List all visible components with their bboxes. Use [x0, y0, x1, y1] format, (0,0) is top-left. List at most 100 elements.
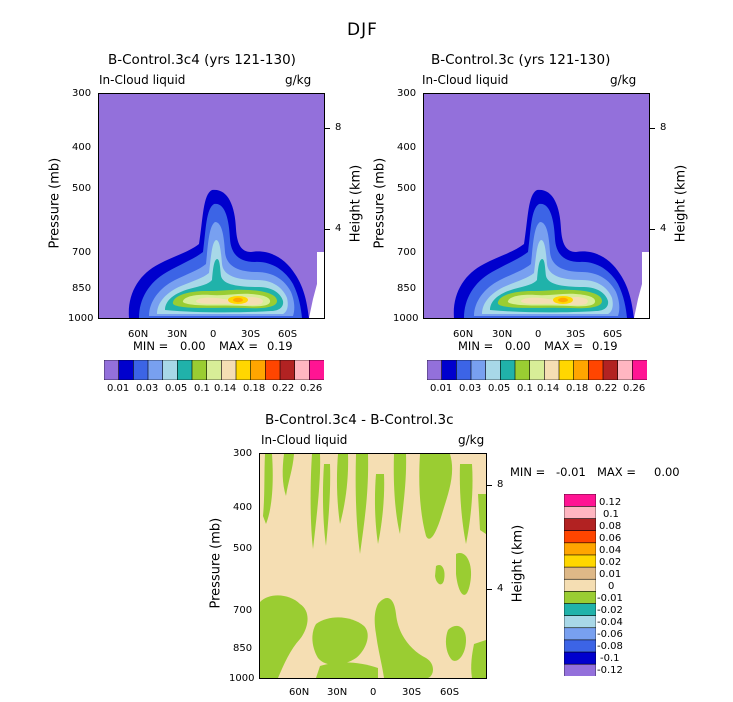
panel2-cbar-label-4: 0.14 — [537, 383, 560, 394]
panel2-ytick-500: 500 — [397, 183, 417, 194]
panel2-y2label: Height (km) — [673, 164, 689, 243]
panel2-colorbar-swatch-2 — [456, 360, 472, 380]
panel1-colorbar-swatch-4 — [162, 360, 178, 380]
panel3-colorbar-swatch-0 — [564, 663, 596, 676]
panel3-colorbar-swatch-10 — [564, 542, 596, 556]
panel2-y2-tickmark-4 — [650, 229, 655, 230]
panel3-colorbar-swatch-7 — [564, 578, 596, 592]
panel1-cbar-label-0: 0.01 — [107, 383, 130, 394]
panel3-ytick-1000: 1000 — [229, 673, 255, 684]
panel3-neg-patch-12 — [478, 494, 486, 534]
panel3-neg-patch-8 — [393, 454, 407, 534]
panel3-cbar-label-10: -0.04 — [597, 617, 623, 628]
panel2-cbar-label-3: 0.1 — [517, 383, 533, 394]
panel1-colorbar-swatch-1 — [118, 360, 134, 380]
panel3-colorbar-swatch-13 — [564, 505, 596, 519]
panel1-plot-area — [98, 93, 325, 319]
panel1-y2-tickmark-8 — [325, 128, 330, 129]
panel3-xtick-30s: 30S — [402, 687, 422, 698]
panel3-cbar-label-8: -0.01 — [597, 593, 623, 604]
panel2-min-label: MIN = — [458, 339, 494, 353]
panel1-colorbar-swatch-7 — [206, 360, 222, 380]
panel2-colorbar-swatch-14 — [632, 360, 647, 380]
panel3-cbar-label-12: -0.08 — [597, 641, 623, 652]
panel1-cbar-label-1: 0.03 — [136, 383, 159, 394]
panel1-ytick-300: 300 — [72, 88, 92, 99]
panel2-colorbar-swatch-9 — [558, 360, 575, 380]
panel1-units: g/kg — [285, 73, 312, 87]
panel3-ytick-300: 300 — [233, 448, 253, 459]
panel1-colorbar-swatch-9 — [235, 360, 252, 380]
panel1-variable: In-Cloud liquid — [99, 73, 186, 87]
panel1-min-label: MIN = — [133, 339, 169, 353]
panel2-missing-region — [634, 252, 649, 318]
panel1-cbar-label-7: 0.26 — [300, 383, 323, 394]
panel1-colorbar-swatch-0 — [104, 360, 120, 380]
panel2-ytick-1000: 1000 — [393, 313, 419, 324]
panel1-colorbar-swatch-6 — [191, 360, 208, 380]
panel2-colorbar-swatch-12 — [602, 360, 619, 380]
panel1-contour-svg — [99, 94, 324, 318]
panel3-min-label: MIN = — [510, 465, 546, 479]
panel1-ylabel: Pressure (mb) — [47, 157, 63, 249]
panel2-ytick-300: 300 — [397, 88, 417, 99]
panel3-neg-patch-2 — [282, 454, 294, 496]
panel2-field-lvl11 — [558, 297, 568, 303]
panel2-colorbar — [427, 360, 647, 380]
panel2-xtick-60s: 60S — [603, 329, 623, 340]
panel3-max-value: 0.00 — [654, 465, 680, 479]
panel3-variable: In-Cloud liquid — [261, 433, 348, 447]
panel2-y2tick-8: 8 — [660, 122, 667, 133]
panel3-cbar-label-4: 0.04 — [599, 545, 622, 556]
panel1-colorbar-swatch-5 — [177, 360, 193, 380]
panel2-cbar-label-1: 0.03 — [459, 383, 482, 394]
panel3-neg-patch-4 — [322, 464, 331, 546]
panel1-missing-region — [309, 252, 324, 318]
panel3-neg-patch-5 — [336, 454, 349, 524]
panel1-colorbar-swatch-2 — [133, 360, 149, 380]
panel2-colorbar-swatch-5 — [500, 360, 516, 380]
panel2-y2-tickmark-8 — [650, 128, 655, 129]
panel3-cbar-label-9: -0.02 — [597, 605, 623, 616]
panel3-xtick-0: 0 — [370, 687, 377, 698]
panel1-y2label: Height (km) — [348, 164, 364, 243]
panel3-neg-patch-10 — [459, 464, 473, 544]
panel3-xtick-60n: 60N — [289, 687, 310, 698]
panel2-colorbar-swatch-4 — [485, 360, 501, 380]
panel1-cbar-label-5: 0.18 — [243, 383, 266, 394]
panel3-y2tick-4: 4 — [497, 583, 504, 594]
panel3-colorbar-swatch-8 — [564, 566, 596, 580]
panel1-colorbar-swatch-11 — [265, 360, 281, 380]
panel3-y2-tickmark-8 — [487, 485, 492, 486]
panel3-cbar-label-6: 0.01 — [599, 569, 622, 580]
panel2-colorbar-swatch-13 — [617, 360, 633, 380]
panel1-colorbar-swatch-14 — [309, 360, 324, 380]
panel2-colorbar-swatch-11 — [588, 360, 604, 380]
panel2-colorbar-swatch-6 — [514, 360, 531, 380]
panel3-title: B-Control.3c4 - B-Control.3c — [265, 412, 454, 428]
panel3-y2-tickmark-4 — [487, 589, 492, 590]
panel3-neg-patch-3 — [310, 454, 321, 549]
panel3-neg-patch-11 — [456, 553, 472, 595]
panel2-colorbar-swatch-0 — [427, 360, 443, 380]
panel3-neg-patch-16 — [316, 662, 378, 678]
panel2-colorbar-swatch-8 — [544, 360, 560, 380]
panel2-xtick-60n: 60N — [453, 329, 474, 340]
panel3-colorbar-swatch-1 — [564, 651, 596, 665]
panel1-ytick-1000: 1000 — [68, 313, 94, 324]
panel1-colorbar-swatch-13 — [294, 360, 310, 380]
panel2-cbar-label-5: 0.18 — [566, 383, 589, 394]
panel3-cbar-label-1: 0.1 — [603, 509, 619, 520]
panel3-colorbar-swatch-6 — [564, 590, 596, 604]
panel3-colorbar-swatch-12 — [564, 517, 596, 532]
panel2-ylabel: Pressure (mb) — [372, 157, 388, 249]
panel3-neg-patch-14 — [312, 617, 368, 665]
panel2-colorbar-swatch-10 — [573, 360, 589, 380]
panel3-ytick-850: 850 — [233, 643, 253, 654]
panel3-plot-area — [259, 453, 487, 679]
panel3-max-label: MAX = — [597, 465, 636, 479]
panel1-cbar-label-6: 0.22 — [272, 383, 295, 394]
panel1-title: B-Control.3c4 (yrs 121-130) — [108, 52, 296, 68]
panel1-ytick-850: 850 — [72, 283, 92, 294]
panel3-colorbar-swatch-5 — [564, 602, 596, 616]
